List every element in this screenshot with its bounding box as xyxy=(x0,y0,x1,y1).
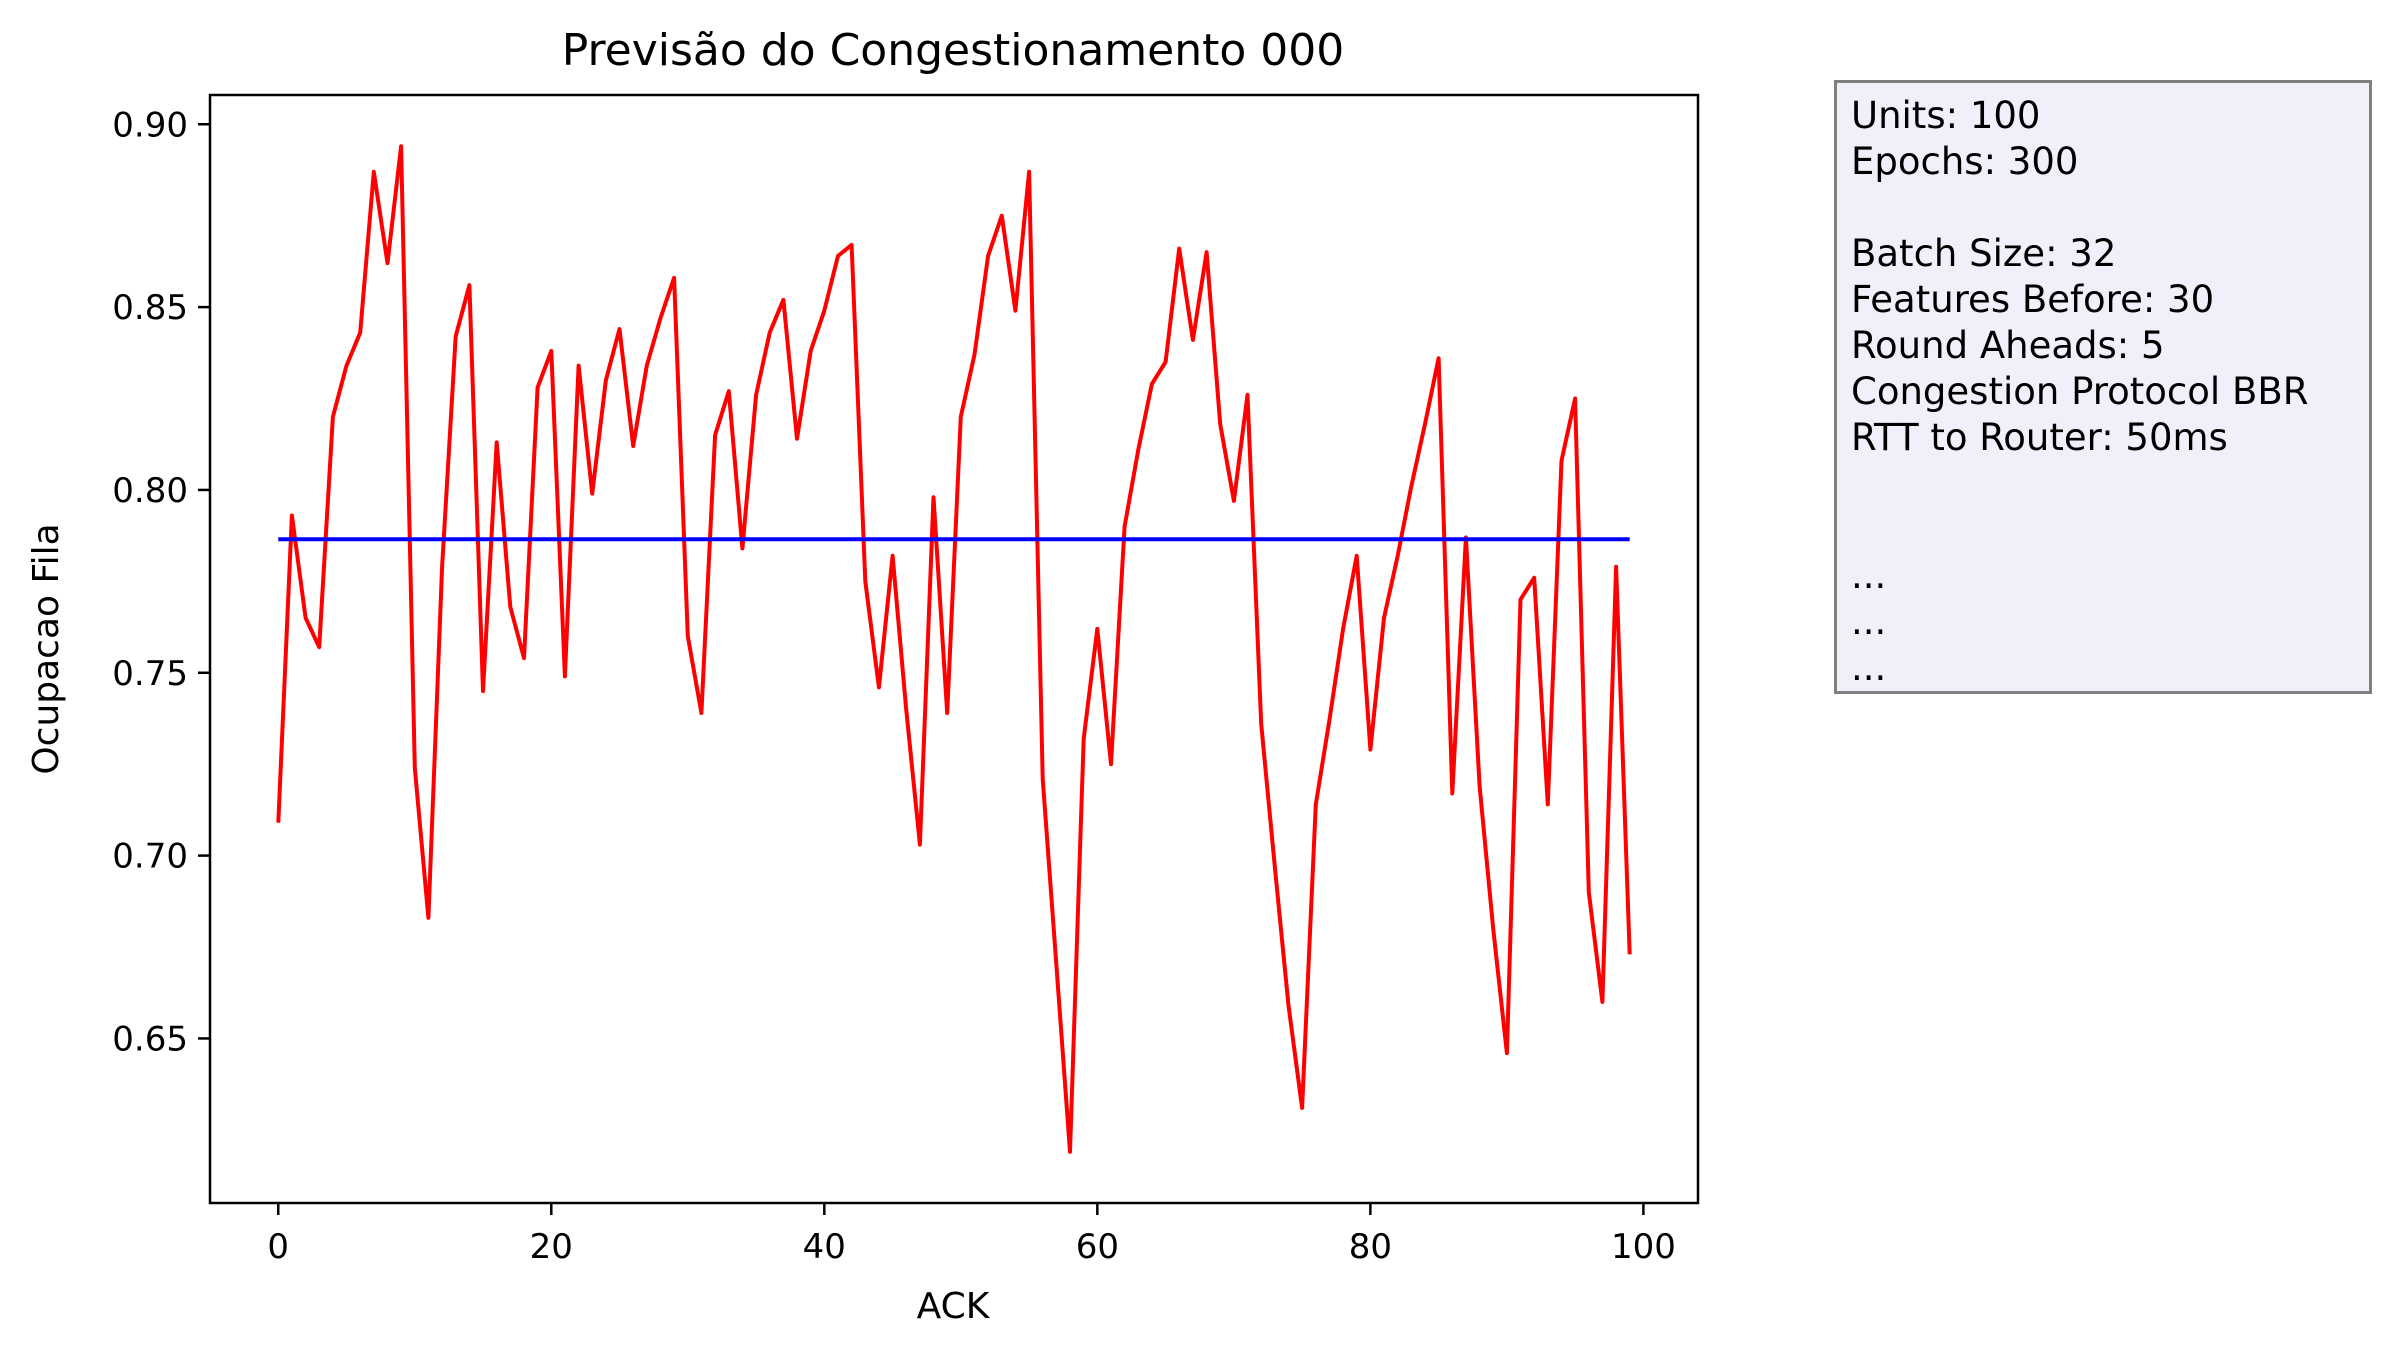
x-tick-label: 100 xyxy=(1611,1227,1676,1267)
info-box-line xyxy=(1851,461,2355,507)
plot-area-frame xyxy=(208,93,1700,1205)
x-tick-label: 80 xyxy=(1349,1227,1392,1267)
x-tick-label: 0 xyxy=(267,1227,289,1267)
x-tick-label: 20 xyxy=(530,1227,573,1267)
info-box-line: Batch Size: 32 xyxy=(1851,232,2117,275)
y-tick-label: 0.80 xyxy=(112,471,188,511)
info-box-line: ... xyxy=(1851,554,1887,597)
parameters-info-box: Units: 100 Epochs: 300 Batch Size: 32 Featu… xyxy=(1834,80,2372,694)
info-box-line: Epochs: 300 xyxy=(1851,140,2079,183)
y-tick-label: 0.70 xyxy=(112,837,188,877)
x-axis-label: ACK xyxy=(917,1286,991,1327)
y-tick-label: 0.85 xyxy=(112,288,188,328)
info-box-line xyxy=(1851,507,2355,553)
info-box-line: Units: 100 xyxy=(1851,94,2041,137)
y-axis-label: Ocupacao Fila xyxy=(26,523,67,774)
y-tick-label: 0.65 xyxy=(112,1019,188,1059)
series-line-red xyxy=(276,144,1632,1154)
info-box-line: RTT to Router: 50ms xyxy=(1851,416,2228,459)
info-box-line xyxy=(1851,185,2355,231)
info-box-line: ... xyxy=(1851,600,1887,643)
y-tick-label: 0.90 xyxy=(112,105,188,145)
info-box-line: Congestion Protocol BBR xyxy=(1851,370,2309,413)
y-tick-label: 0.75 xyxy=(112,654,188,694)
info-box-line: ... xyxy=(1851,646,1887,689)
x-tick-label: 40 xyxy=(803,1227,846,1267)
info-box-line: Round Aheads: 5 xyxy=(1851,324,2165,367)
chart-title: Previsão do Congestionamento 000 xyxy=(562,25,1345,76)
info-box-line: Features Before: 30 xyxy=(1851,278,2215,321)
x-tick-label: 60 xyxy=(1076,1227,1119,1267)
